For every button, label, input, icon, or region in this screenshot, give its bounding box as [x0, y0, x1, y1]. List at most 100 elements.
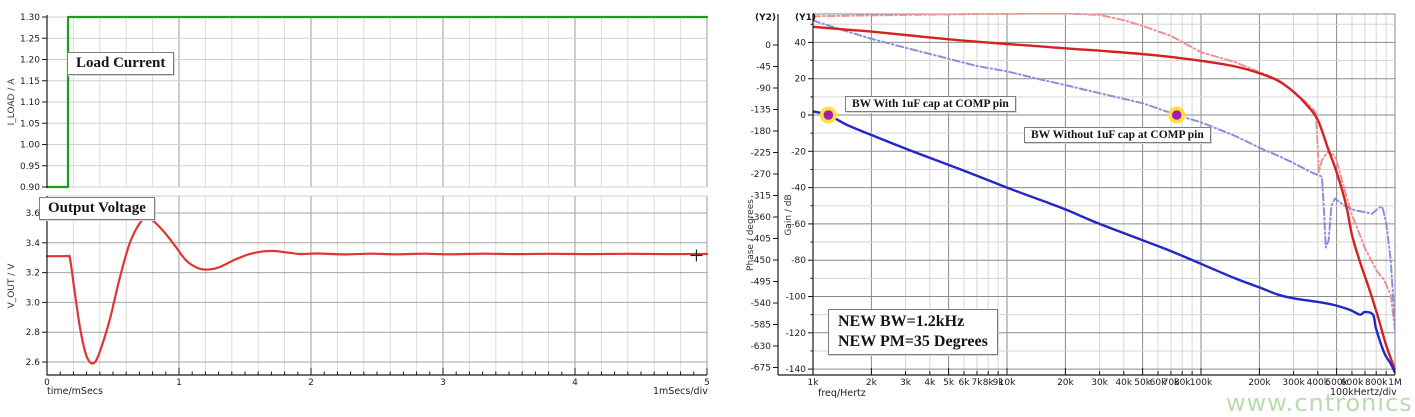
- tick-label: 60k: [1150, 378, 1167, 388]
- tick-label: 0.90: [20, 183, 40, 193]
- tick-label: 4: [572, 378, 578, 388]
- tick-label: -315: [751, 192, 771, 202]
- tick-label: 3: [440, 378, 446, 388]
- tick-label: -585: [751, 321, 771, 331]
- tick-label: -495: [751, 278, 771, 288]
- tick-label: 400k: [1307, 378, 1330, 388]
- tick-label: -140: [786, 365, 807, 375]
- tick-label: 3k: [900, 378, 912, 388]
- tick-label: 3.4: [26, 239, 41, 249]
- time-per-div-label: 1mSecs/div: [653, 386, 708, 397]
- cursor-marker[interactable]: [690, 249, 703, 262]
- tick-label: 20: [795, 75, 807, 85]
- tick-label: 70k: [1163, 378, 1180, 388]
- tick-label: 100k: [1190, 378, 1213, 388]
- tick-label: -80: [791, 256, 806, 266]
- tick-label: 1k: [808, 378, 820, 388]
- tick-label: 2: [308, 378, 314, 388]
- tick-label: -100: [786, 293, 807, 303]
- new-pm-line: NEW PM=35 Degrees: [838, 333, 988, 350]
- tick-label: -450: [751, 256, 772, 266]
- freq-per-div-label: 100kHertz/div: [1330, 387, 1397, 398]
- curve-gain-with-1uf-cap-at-comp-pin: [813, 110, 1395, 374]
- curve-load-current-step: [45, 15, 709, 189]
- output-voltage-label-box: Output Voltage: [39, 197, 155, 220]
- phase-axis-title: Phase / degrees: [746, 199, 756, 271]
- time-axis-label: time/mSecs: [47, 386, 103, 397]
- tick-label: 2k: [866, 378, 878, 388]
- tick-label: 2.8: [26, 328, 41, 338]
- tick-label: 10k: [999, 378, 1016, 388]
- tick-label: 6k: [958, 378, 970, 388]
- bw-marker-dot: [823, 110, 834, 120]
- tick-label: 200k: [1248, 378, 1271, 388]
- bw-without-cap-label-box: BW Without 1uF cap at COMP pin: [1024, 127, 1211, 143]
- tick-label: 8k: [983, 378, 995, 388]
- curve-phase-with-1uf-cap-at-comp-pin: [813, 25, 1395, 372]
- tick-label: 9k: [993, 378, 1005, 388]
- tick-label: -60: [791, 220, 806, 230]
- tick-label: -225: [751, 149, 771, 159]
- tick-label: -20: [791, 147, 806, 157]
- tick-label: 1.00: [20, 141, 40, 151]
- tick-label: 3.2: [26, 269, 40, 279]
- bw-with-cap-label-box: BW With 1uF cap at COMP pin: [845, 96, 1016, 112]
- tick-label: -135: [751, 106, 771, 116]
- tick-label: 5k: [943, 378, 955, 388]
- bw-marker-2[interactable]: [1168, 106, 1186, 124]
- tick-label: 1.25: [20, 34, 40, 44]
- watermark: www.cntronics.com: [1226, 389, 1415, 417]
- tick-label: 0: [765, 41, 771, 51]
- tick-label: 20k: [1057, 378, 1074, 388]
- tick-label: -90: [756, 84, 771, 94]
- tick-label: -675: [751, 364, 771, 374]
- tick-label: 2.6: [26, 358, 41, 368]
- tick-label: 1M: [1388, 378, 1402, 388]
- tick-label: -630: [751, 342, 772, 352]
- bw-marker-dot: [1171, 110, 1182, 120]
- tick-label: -120: [786, 329, 807, 339]
- bw-marker-1[interactable]: [819, 106, 837, 124]
- tick-label: -40: [791, 184, 806, 194]
- tick-label: -270: [751, 170, 772, 180]
- tick-label: -405: [751, 235, 771, 245]
- new-bw-pm-annotation-box: NEW BW=1.2kHz NEW PM=35 Degrees: [828, 309, 998, 355]
- new-bw-line: NEW BW=1.2kHz: [838, 313, 965, 330]
- tick-label: -360: [751, 213, 772, 223]
- tick-label: 1.10: [20, 98, 40, 108]
- tick-label: 500k: [1325, 378, 1348, 388]
- tick-label: 1.30: [20, 13, 40, 23]
- transient-chart-group: 1.30 1.25 1.20 1.15 1.10 1.05 1.00 0.95 0.90 I_LO…: [7, 13, 710, 388]
- tick-label: 1.05: [20, 119, 40, 129]
- tick-label: 7k: [971, 378, 983, 388]
- gain-axis-corner-label: (Y1): [795, 13, 816, 23]
- tick-label: -540: [751, 299, 772, 309]
- tick-label: -180: [751, 127, 772, 137]
- tick-label: 3.6: [26, 209, 41, 219]
- tick-label: 0: [800, 111, 806, 121]
- load-current-label-box: Load Current: [67, 52, 175, 75]
- tick-label: 1.20: [20, 56, 40, 66]
- tick-label: 1: [176, 378, 182, 388]
- tick-label: 0: [44, 378, 50, 388]
- tick-label: 40: [795, 38, 807, 48]
- curve-gain-without-1uf-cap-at-comp-pin: [813, 19, 1395, 332]
- phase-axis-corner-label: (Y2): [755, 13, 776, 23]
- y-axis-title: V_OUT / V: [7, 263, 17, 309]
- tick-label: -45: [756, 63, 771, 73]
- y-axis-title: I_LOAD / A: [7, 78, 17, 126]
- tick-label: 800k: [1365, 378, 1388, 388]
- gain-axis-title: Gain / dB: [784, 194, 794, 235]
- tick-label: 4k: [924, 378, 936, 388]
- tick-label: 30k: [1091, 378, 1108, 388]
- tick-label: 80k: [1174, 378, 1191, 388]
- tick-label: 1.15: [20, 77, 40, 87]
- tick-label: 300k: [1282, 378, 1305, 388]
- tick-label: 5: [704, 378, 710, 388]
- freq-axis-label: freq/Hertz: [818, 388, 866, 399]
- tick-label: 40k: [1115, 378, 1132, 388]
- tick-label: 0.95: [20, 162, 40, 172]
- tick-label: 600k: [1341, 378, 1364, 388]
- curve-output-voltage-transient: [45, 216, 709, 365]
